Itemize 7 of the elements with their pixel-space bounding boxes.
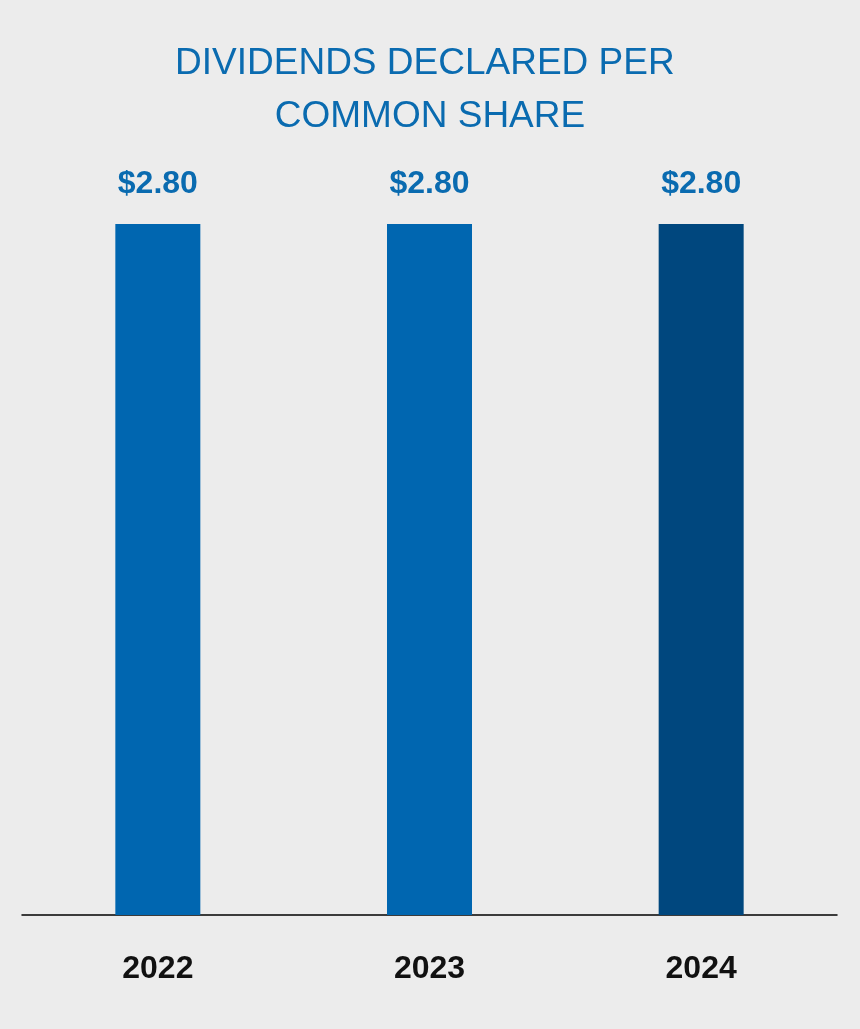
x-tick-label: 2022 [122, 949, 194, 985]
chart-title: DIVIDENDS DECLARED PER COMMON SHARE [175, 41, 685, 135]
x-tick-label: 2023 [393, 949, 466, 985]
data-label: $2.80 [117, 164, 198, 200]
x-tick-label: 2024 [665, 949, 737, 985]
data-label: $2.80 [389, 164, 470, 200]
data-label: $2.80 [661, 164, 742, 200]
